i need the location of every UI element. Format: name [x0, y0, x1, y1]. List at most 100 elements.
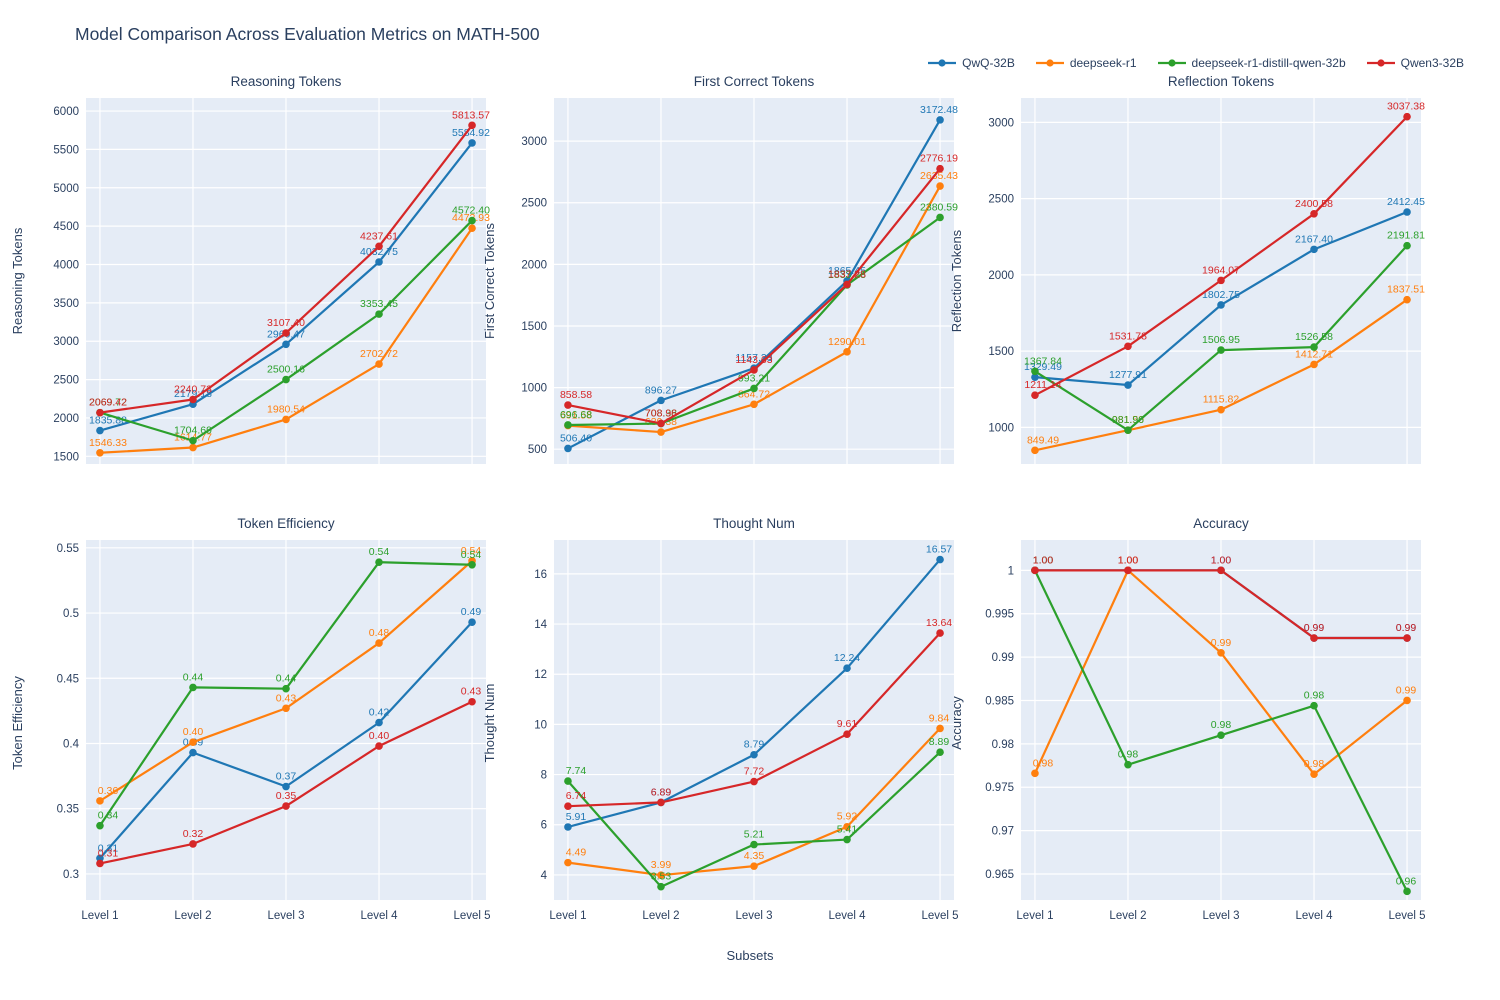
first-correct-tokens-chart: 50010001500200025003000506.40896.271157.… — [521, 98, 958, 464]
data-point — [936, 116, 944, 124]
y-tick-label: 0.975 — [985, 782, 1014, 794]
data-label: 0.99 — [1304, 622, 1325, 634]
data-point — [282, 375, 290, 384]
data-label: 0.40 — [183, 726, 204, 738]
data-label: 5.21 — [744, 829, 765, 841]
data-point — [750, 400, 758, 409]
data-point — [1403, 112, 1411, 121]
data-label: 0.42 — [369, 707, 390, 719]
data-label: 1.00 — [1033, 554, 1054, 566]
panel-title: Thought Num — [713, 516, 795, 531]
y-tick-label: 1000 — [521, 383, 547, 395]
data-label: 1526.58 — [1295, 331, 1333, 343]
data-label: 5.91 — [566, 811, 587, 823]
x-axis-title: Subsets — [726, 948, 774, 963]
data-point — [96, 821, 104, 830]
data-point — [96, 448, 104, 457]
data-label: 12.24 — [834, 652, 860, 664]
data-point — [189, 738, 197, 746]
y-tick-label: 2500 — [988, 194, 1014, 206]
data-label: 0.32 — [183, 828, 204, 840]
data-label: 0.34 — [98, 810, 119, 822]
data-label: 1367.84 — [1024, 355, 1062, 367]
y-tick-label: 0.99 — [992, 652, 1014, 664]
data-point — [468, 216, 476, 225]
data-point — [282, 415, 290, 424]
y-tick-label: 10 — [534, 719, 547, 731]
y-tick-label: 2000 — [53, 413, 79, 425]
data-point — [189, 436, 197, 445]
y-tick-label: 3500 — [53, 298, 79, 310]
data-label: 1.00 — [1211, 554, 1232, 566]
data-point — [189, 748, 197, 757]
data-point — [189, 395, 197, 404]
data-point — [375, 258, 383, 266]
panel-title: Reasoning Tokens — [230, 74, 342, 89]
panel-title: Reflection Tokens — [1167, 74, 1275, 89]
x-tick-label: Level 4 — [1295, 910, 1333, 922]
data-point — [282, 782, 290, 791]
data-label: 4.35 — [744, 850, 765, 862]
data-point — [1124, 566, 1132, 575]
data-label: 6.89 — [651, 786, 672, 798]
legend-item-deepseek-r1[interactable]: deepseek-r1 — [1035, 56, 1137, 70]
y-tick-label: 4 — [541, 870, 548, 882]
data-label: 0.98 — [1304, 758, 1325, 770]
data-label: 9.61 — [837, 718, 858, 730]
x-tick-label: Level 3 — [1202, 910, 1239, 922]
data-label: 2500.16 — [267, 364, 305, 376]
data-label: 1964.07 — [1202, 264, 1240, 276]
data-label: 3.99 — [651, 859, 672, 871]
data-label: 1837.28 — [828, 268, 866, 280]
data-label: 0.54 — [461, 549, 482, 561]
y-tick-label: 1500 — [521, 321, 547, 333]
data-point — [657, 882, 665, 891]
data-point — [843, 280, 851, 289]
data-point — [1031, 566, 1039, 575]
y-tick-label: 0.3 — [63, 869, 79, 881]
data-point — [843, 348, 851, 356]
data-label: 5.41 — [837, 824, 858, 836]
data-point — [1217, 566, 1225, 575]
reasoning-tokens-chart: 1500 2000 2500 3000 3500 4000 4500 5000 5500 6000… — [53, 98, 490, 464]
data-point — [1031, 373, 1039, 381]
y-tick-label: 4000 — [53, 260, 79, 272]
data-label: 1835.88 — [89, 415, 127, 427]
data-label: 1531.78 — [1109, 330, 1147, 342]
y-tick-label: 1000 — [988, 422, 1014, 434]
data-label: 1412.71 — [1295, 348, 1333, 360]
y-tick-label: 0.965 — [985, 869, 1014, 881]
data-label: 0.99 — [1211, 637, 1232, 649]
data-point — [1124, 381, 1132, 389]
data-point — [468, 139, 476, 147]
data-point — [375, 742, 383, 750]
data-label: 8.79 — [744, 739, 765, 751]
y-tick-label: 0.4 — [63, 738, 80, 750]
legend-item-qwen3-32b[interactable]: Qwen3-32B — [1366, 56, 1464, 70]
data-point — [1031, 367, 1039, 376]
data-label: 708.38 — [645, 408, 677, 420]
x-tick-label: Level 2 — [174, 910, 211, 922]
data-label: 0.40 — [369, 730, 390, 742]
legend-item-deepseek-r1-distill-qwen-32b[interactable]: deepseek-r1-distill-qwen-32b — [1157, 56, 1346, 70]
legend-item-qwq-32b[interactable]: QwQ-32B — [927, 56, 1015, 70]
data-point — [843, 835, 851, 844]
data-point — [750, 366, 758, 374]
data-point — [1310, 210, 1318, 218]
data-point — [282, 684, 290, 693]
y-axis-title: Token Efficiency — [10, 676, 25, 770]
data-label: 2776.19 — [920, 153, 958, 165]
data-label: 506.40 — [560, 432, 592, 444]
data-point — [936, 724, 944, 733]
y-tick-label: 0.97 — [992, 826, 1014, 838]
data-label: 4572.40 — [452, 205, 490, 217]
legend-label: deepseek-r1 — [1069, 56, 1137, 70]
data-point — [936, 182, 944, 190]
legend-line-marker-icon — [1035, 59, 1064, 67]
data-point — [375, 310, 383, 318]
x-tick-label: Level 5 — [1388, 910, 1425, 922]
data-point — [843, 664, 851, 672]
data-label: 2400.58 — [1295, 198, 1333, 210]
data-point — [1403, 295, 1411, 304]
